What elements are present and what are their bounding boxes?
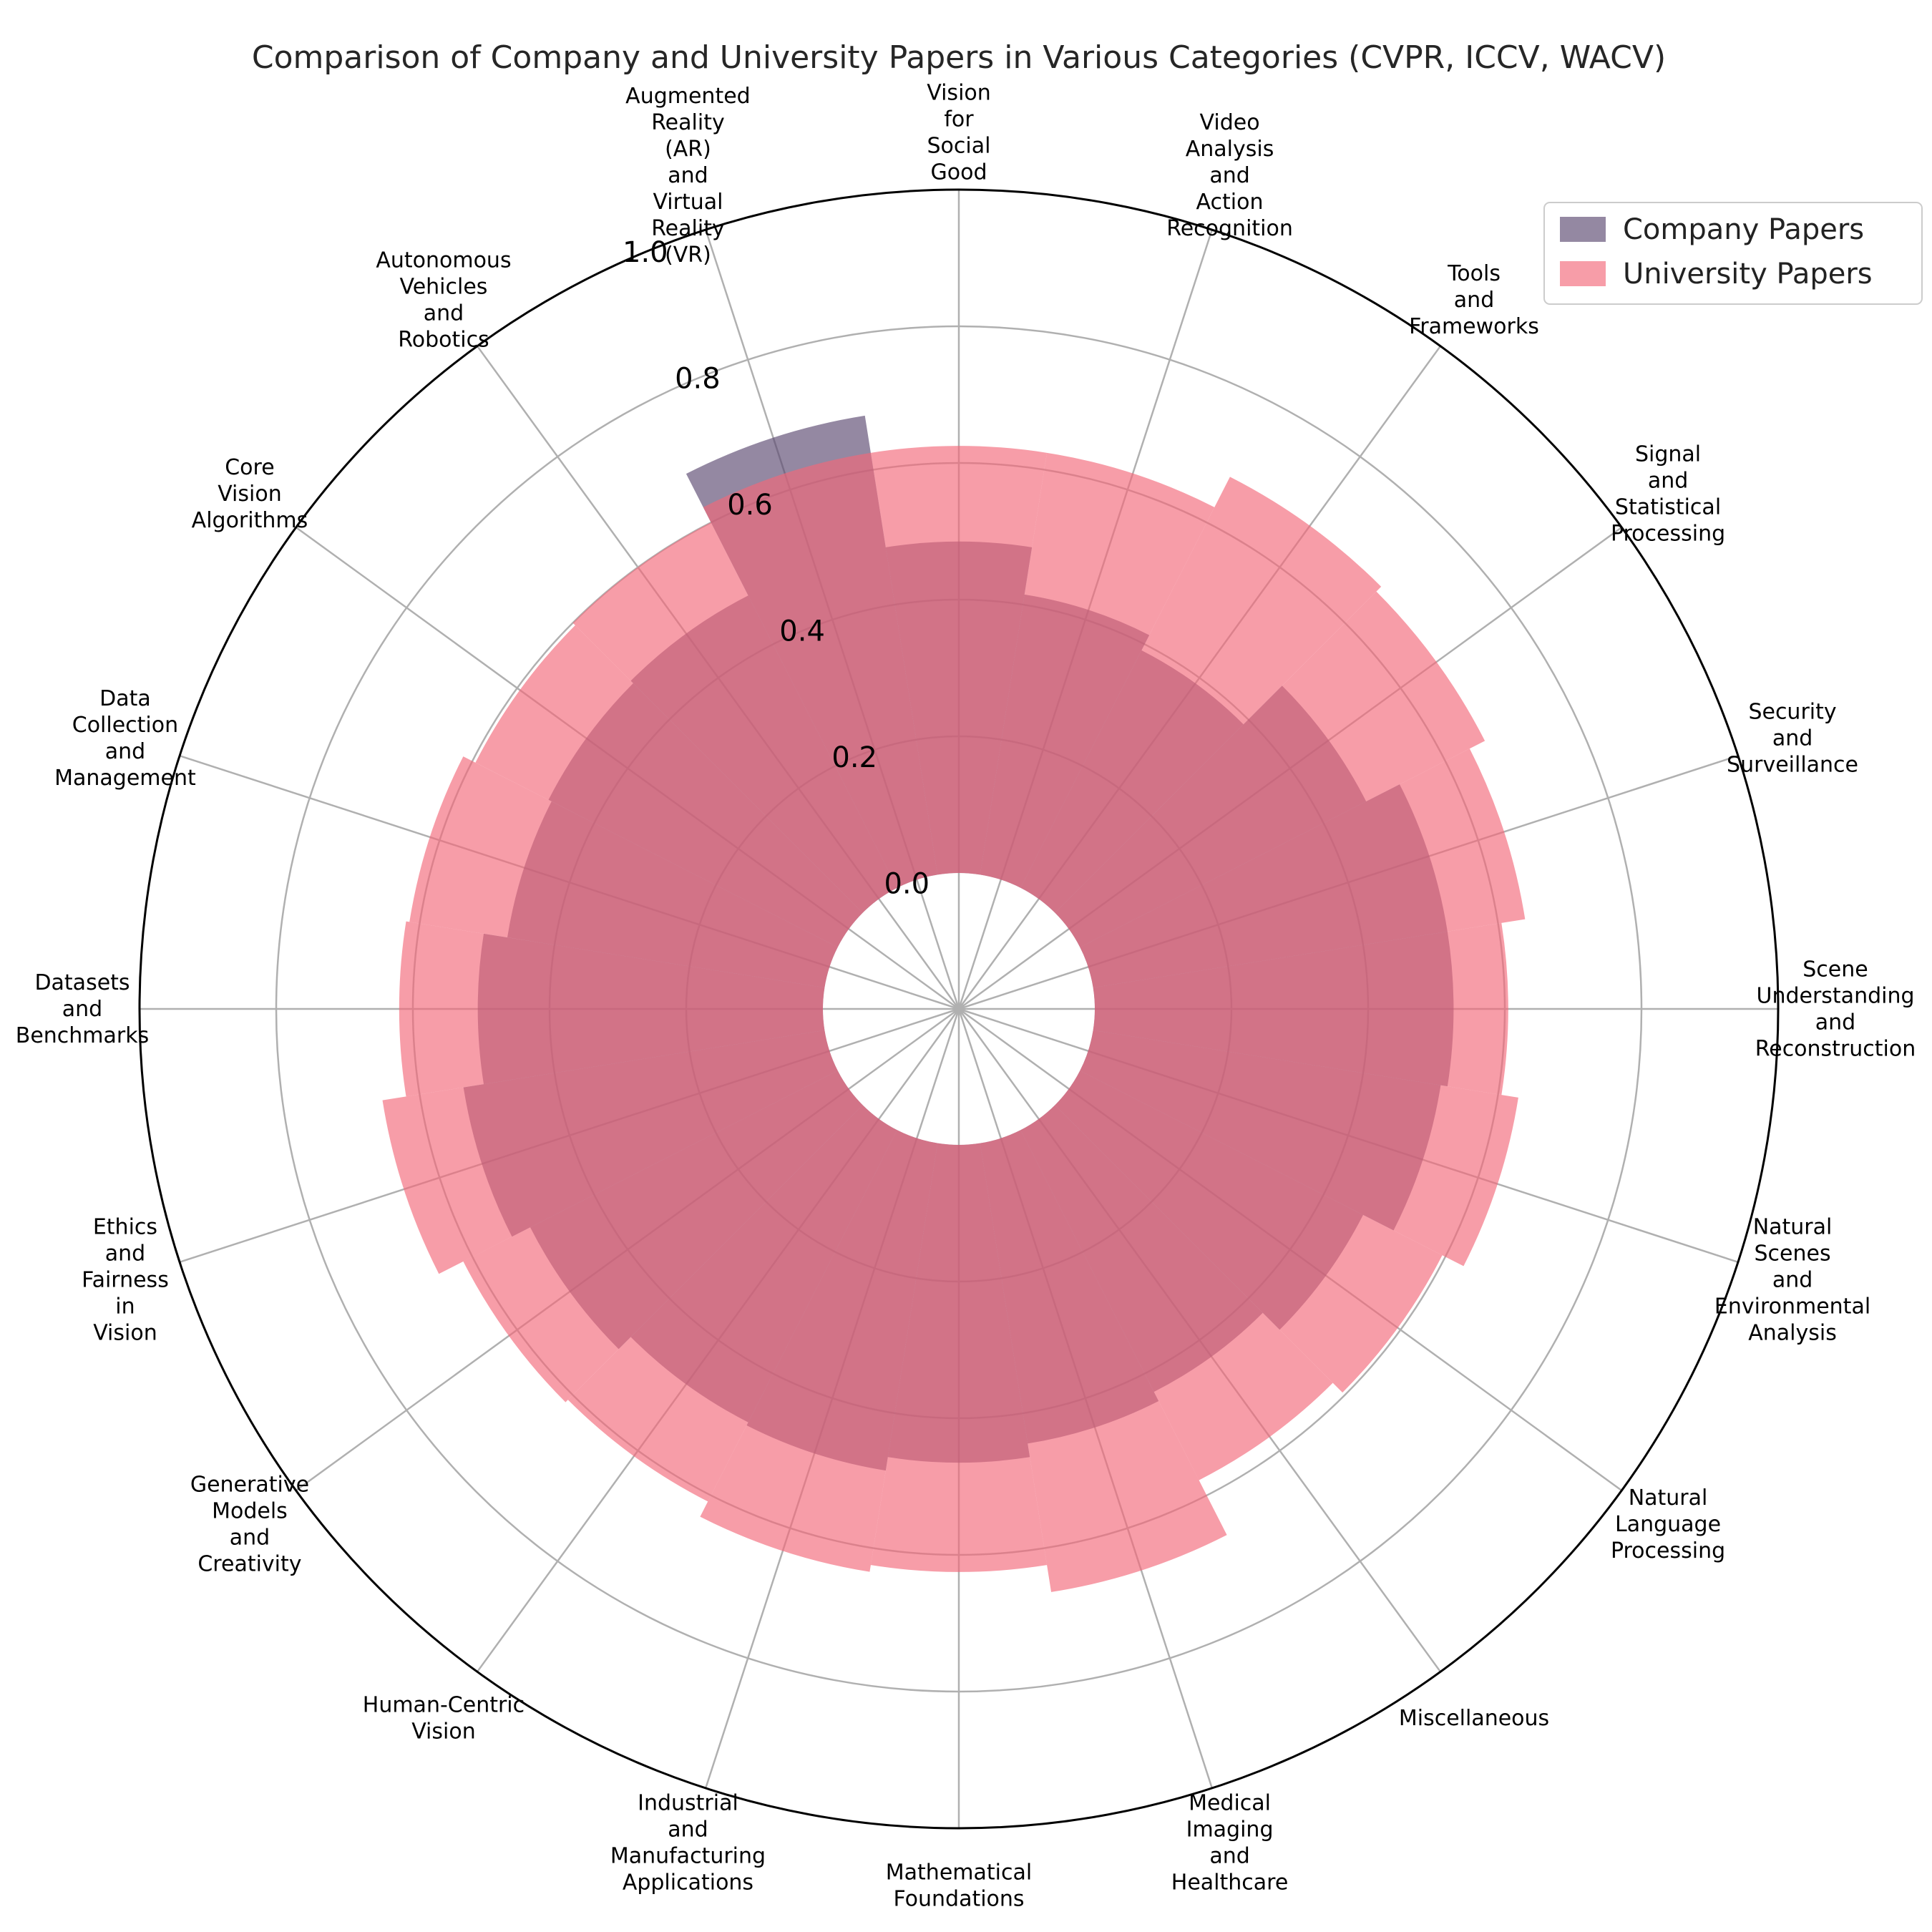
university-bar xyxy=(980,1130,1227,1592)
category-label: Ethics and Fairness in Vision xyxy=(82,1215,169,1346)
university-bar xyxy=(382,1030,838,1274)
university-bar xyxy=(870,446,1048,875)
outer-frame xyxy=(138,188,1780,1830)
chart-title: Comparison of Company and University Pap… xyxy=(252,39,1666,76)
university-bar xyxy=(870,1143,1048,1572)
university-bar xyxy=(572,522,897,913)
bars xyxy=(382,415,1526,1592)
r-tick-label: 0.8 xyxy=(675,363,721,396)
category-label: Natural Scenes and Environmental Analysis xyxy=(1714,1215,1870,1346)
category-label: Augmented Reality (AR) and Virtual Reality (VR… xyxy=(625,84,751,268)
category-label: Datasets and Benchmarks xyxy=(16,970,150,1048)
university-bar xyxy=(1055,591,1485,947)
category-label: Miscellaneous xyxy=(1399,1706,1549,1731)
category-label: Mathematical Foundations xyxy=(886,1860,1032,1912)
category-label: Generative Models and Creativity xyxy=(190,1473,309,1577)
category-label: Signal and Statistical Processing xyxy=(1611,441,1725,546)
university-bar xyxy=(475,625,863,947)
category-label: Autonomous Vehicles and Robotics xyxy=(376,248,511,352)
university-bar xyxy=(399,921,825,1097)
category-labels: Scene Understanding and Reconstruction Secur… xyxy=(16,81,1916,1912)
category-label: Video Analysis and Action Recognition xyxy=(1166,110,1293,241)
university-bar xyxy=(1080,748,1526,988)
category-label: Scene Understanding and Reconstruction xyxy=(1755,957,1916,1062)
category-label: Natural Language Processing xyxy=(1611,1485,1725,1563)
university-bar xyxy=(1055,1070,1443,1393)
legend-swatch-company xyxy=(1560,217,1606,242)
category-label: Human-Centric Vision xyxy=(363,1693,525,1745)
university-bar xyxy=(567,1105,897,1502)
category-label: Tools and Frameworks xyxy=(1409,261,1539,339)
r-tick-label: 0.2 xyxy=(831,741,877,774)
university-bar xyxy=(463,1070,863,1402)
r-tick-label: 0.0 xyxy=(884,867,930,900)
category-label: Data Collection and Management xyxy=(54,686,196,791)
university-bar xyxy=(1020,477,1382,913)
category-label: Vision for Social Good xyxy=(927,81,991,185)
university-bar xyxy=(1020,1105,1333,1480)
legend-label-university: University Papers xyxy=(1623,258,1873,291)
r-tick-label: 0.6 xyxy=(727,489,773,522)
category-label: Medical Imaging and Healthcare xyxy=(1171,1791,1289,1896)
legend-frame xyxy=(1543,202,1923,305)
radial-tick-labels: 0.0 0.2 0.4 0.6 0.8 1.0 xyxy=(623,236,930,900)
university-bar xyxy=(980,452,1215,888)
polar-grid xyxy=(138,188,1780,1830)
university-bar xyxy=(409,756,838,988)
university-bar xyxy=(700,1130,938,1572)
category-label: Security and Surveillance xyxy=(1727,699,1858,777)
university-bar xyxy=(1093,922,1508,1096)
legend: Company Papers University Papers xyxy=(1543,202,1923,305)
university-bar xyxy=(703,452,938,888)
university-bar xyxy=(1080,1030,1518,1267)
legend-label-company: Company Papers xyxy=(1623,213,1864,246)
legend-swatch-university xyxy=(1560,261,1606,286)
r-tick-label: 0.4 xyxy=(779,615,825,648)
r-tick-label: 1.0 xyxy=(623,236,668,269)
category-label: Core Vision Algorithms xyxy=(192,455,308,533)
category-label: Industrial and Manufacturing Applications xyxy=(610,1791,766,1896)
